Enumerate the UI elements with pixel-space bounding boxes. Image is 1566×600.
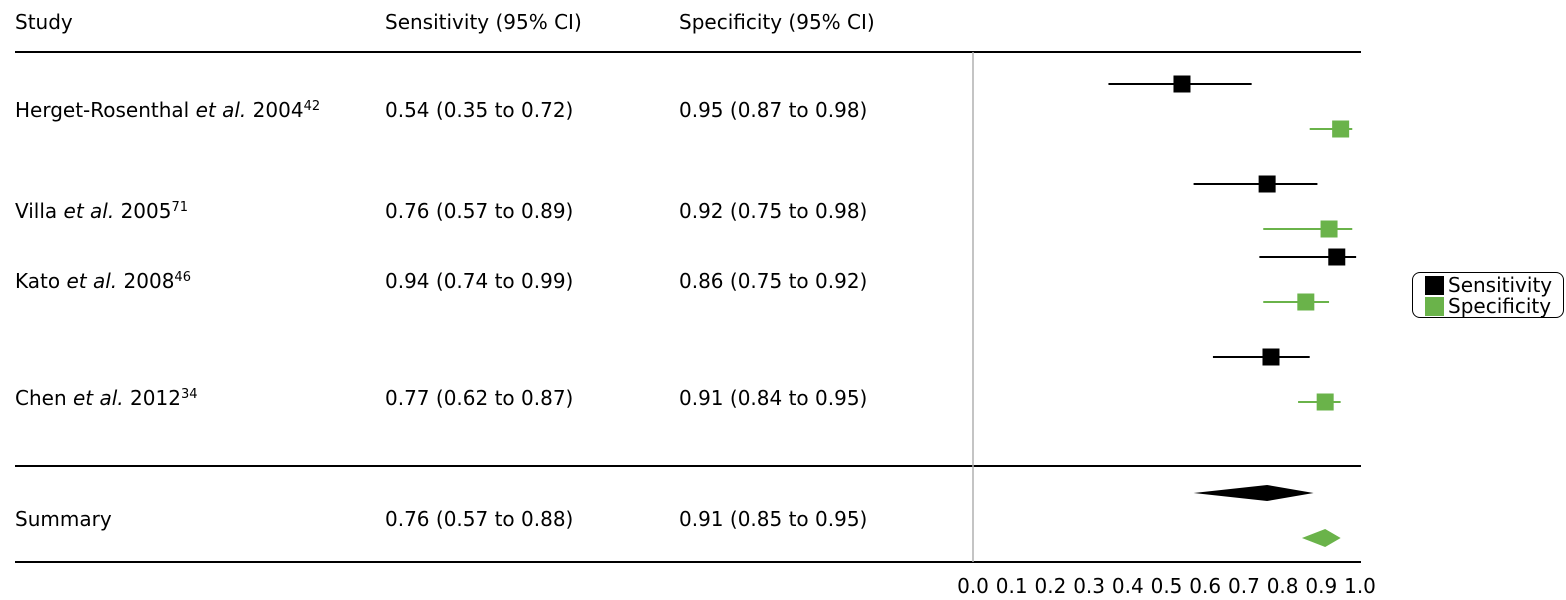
study-label-3: Kato et al. 200846: [15, 269, 191, 293]
x-tick-label: 0.2: [1034, 574, 1066, 598]
study-label-4: Chen et al. 201234: [15, 386, 198, 410]
study-label-2: Villa et al. 200571: [15, 199, 189, 223]
specificity-point: [1332, 120, 1350, 138]
specificity-point: [1316, 393, 1334, 411]
header-rule: [15, 51, 1361, 53]
study-label-1: Herget-Rosenthal et al. 200442: [15, 98, 321, 122]
legend-swatch-specificity: [1425, 297, 1444, 316]
summary-rule: [15, 465, 1361, 467]
x-tick-label: 0.7: [1228, 574, 1260, 598]
specificity-value-2: 0.92 (0.75 to 0.98): [679, 199, 868, 223]
x-tick-label: 0.1: [996, 574, 1028, 598]
legend-item-sensitivity: Sensitivity: [1425, 274, 1552, 296]
sensitivity-point: [1173, 75, 1191, 93]
x-tick-label: 0.5: [1151, 574, 1183, 598]
header-specificity: Specificity (95% CI): [679, 10, 875, 34]
specificity-value-4: 0.91 (0.84 to 0.95): [679, 386, 868, 410]
legend-swatch-sensitivity: [1425, 276, 1444, 295]
sensitivity-value-3: 0.94 (0.74 to 0.99): [385, 269, 574, 293]
sensitivity-value-4: 0.77 (0.62 to 0.87): [385, 386, 574, 410]
legend: Sensitivity Specificity: [1412, 272, 1564, 318]
sensitivity-value-1: 0.54 (0.35 to 0.72): [385, 98, 574, 122]
legend-label-sensitivity: Sensitivity: [1448, 273, 1553, 297]
header-sensitivity: Sensitivity (95% CI): [385, 10, 582, 34]
x-tick-label: 1.0: [1344, 574, 1376, 598]
specificity-point: [1297, 293, 1315, 311]
x-tick-label: 0.4: [1112, 574, 1144, 598]
sensitivity-point: [1258, 175, 1276, 193]
specificity-value-1: 0.95 (0.87 to 0.98): [679, 98, 868, 122]
x-tick-label: 0.8: [1267, 574, 1299, 598]
summary-label: Summary: [15, 507, 112, 531]
x-tick-label: 0.3: [1073, 574, 1105, 598]
bottom-rule: [15, 561, 1361, 563]
specificity-value-3: 0.86 (0.75 to 0.92): [679, 269, 868, 293]
sensitivity-point: [1262, 348, 1280, 366]
summary-specificity-value: 0.91 (0.85 to 0.95): [679, 507, 868, 531]
legend-item-specificity: Specificity: [1425, 295, 1551, 317]
header-study: Study: [15, 10, 73, 34]
specificity-point: [1320, 220, 1338, 238]
x-tick-label: 0.9: [1305, 574, 1337, 598]
summary-sensitivity-value: 0.76 (0.57 to 0.88): [385, 507, 574, 531]
specificity-summary-diamond: [1301, 529, 1341, 547]
x-tick-label: 0.0: [957, 574, 989, 598]
x-tick-label: 0.6: [1189, 574, 1221, 598]
sensitivity-point: [1328, 248, 1346, 266]
legend-label-specificity: Specificity: [1448, 294, 1552, 318]
sensitivity-value-2: 0.76 (0.57 to 0.89): [385, 199, 574, 223]
sensitivity-summary-diamond: [1193, 485, 1314, 501]
